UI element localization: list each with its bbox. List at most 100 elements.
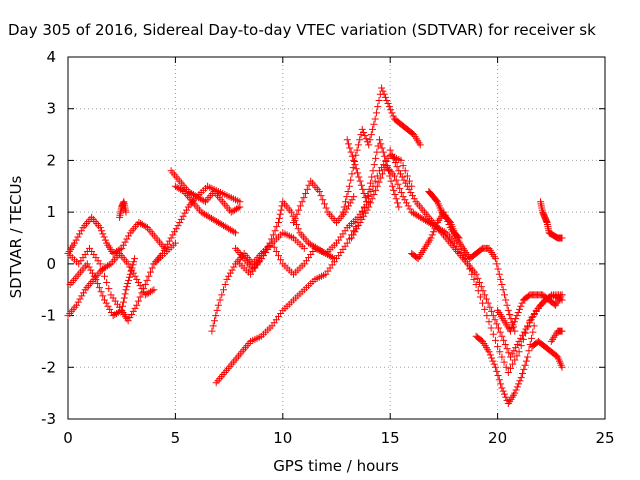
data-point <box>396 184 404 192</box>
data-point <box>398 173 406 181</box>
data-point <box>298 198 306 206</box>
data-point <box>385 103 393 111</box>
data-point <box>236 198 244 206</box>
data-point <box>485 348 493 356</box>
data-point <box>476 278 484 286</box>
data-point <box>357 181 365 189</box>
data-point <box>486 351 494 359</box>
data-point <box>558 327 566 335</box>
data-point <box>118 306 126 314</box>
data-point <box>96 224 104 232</box>
data-point <box>348 196 356 204</box>
data-point <box>366 199 374 207</box>
data-point <box>300 194 308 202</box>
data-point <box>388 150 396 158</box>
data-point <box>403 199 411 207</box>
data-point <box>407 188 415 196</box>
data-point <box>118 244 126 252</box>
y-axis-label: SDTVAR / TECUs <box>7 175 25 298</box>
data-point <box>379 87 387 95</box>
y-tick-label: 3 <box>46 100 56 118</box>
data-point <box>495 270 503 278</box>
data-point <box>558 291 566 299</box>
y-tick-label: 2 <box>46 151 56 169</box>
data-point <box>500 336 508 344</box>
data-point <box>164 240 172 248</box>
data-point <box>221 281 229 289</box>
data-point <box>379 148 387 156</box>
data-point <box>142 223 150 231</box>
data-point <box>119 298 127 306</box>
x-axis-label: GPS time / hours <box>273 457 399 475</box>
data-point <box>495 376 503 384</box>
data-point <box>361 132 369 140</box>
data-point <box>393 163 401 171</box>
data-point <box>103 278 111 286</box>
data-point <box>487 324 495 332</box>
data-point <box>223 275 231 283</box>
data-point <box>345 182 353 190</box>
data-point <box>268 239 276 247</box>
data-point <box>354 222 362 230</box>
data-point <box>483 312 491 320</box>
data-point <box>291 214 299 222</box>
data-point <box>500 358 508 366</box>
data-point <box>213 306 221 314</box>
data-point <box>391 158 399 166</box>
data-point <box>72 236 80 244</box>
data-point <box>496 348 504 356</box>
data-point <box>218 291 226 299</box>
data-point <box>491 316 499 324</box>
data-point <box>395 167 403 175</box>
data-point <box>92 275 100 283</box>
data-point <box>430 228 438 236</box>
data-point <box>370 120 378 128</box>
data-point <box>123 283 131 291</box>
data-point <box>148 264 156 272</box>
data-point <box>276 210 284 218</box>
data-point <box>527 316 535 324</box>
data-point <box>216 296 224 304</box>
data-point <box>518 299 526 307</box>
data-point <box>488 354 496 362</box>
data-point <box>356 136 364 144</box>
data-point <box>512 386 520 394</box>
data-point <box>522 357 530 365</box>
data-point <box>78 292 86 300</box>
data-point <box>176 218 184 226</box>
data-point <box>395 203 403 211</box>
data-point <box>126 314 134 322</box>
data-point <box>367 131 375 139</box>
data-point <box>498 332 506 340</box>
data-point <box>529 328 537 336</box>
data-point <box>498 384 506 392</box>
data-point <box>351 161 359 169</box>
data-point <box>514 308 522 316</box>
data-point <box>372 154 380 162</box>
data-point <box>531 310 539 318</box>
data-point <box>529 313 537 321</box>
data-point <box>105 261 113 269</box>
data-point <box>510 318 518 326</box>
data-point <box>124 317 132 325</box>
data-point <box>399 162 407 170</box>
data-point <box>513 312 521 320</box>
data-point <box>179 212 187 220</box>
data-point <box>275 252 283 260</box>
data-point <box>351 228 359 236</box>
data-point <box>394 199 402 207</box>
data-point <box>506 327 514 335</box>
data-point <box>353 146 361 154</box>
x-tick-label: 0 <box>63 429 73 447</box>
data-point <box>319 196 327 204</box>
data-point <box>512 315 520 323</box>
data-point <box>387 106 395 114</box>
data-point <box>403 172 411 180</box>
data-point <box>362 135 370 143</box>
y-tick-label: -2 <box>41 358 56 376</box>
data-point <box>510 347 518 355</box>
data-point <box>505 349 513 357</box>
data-point <box>476 293 484 301</box>
data-point <box>477 283 485 291</box>
data-point <box>364 192 372 200</box>
